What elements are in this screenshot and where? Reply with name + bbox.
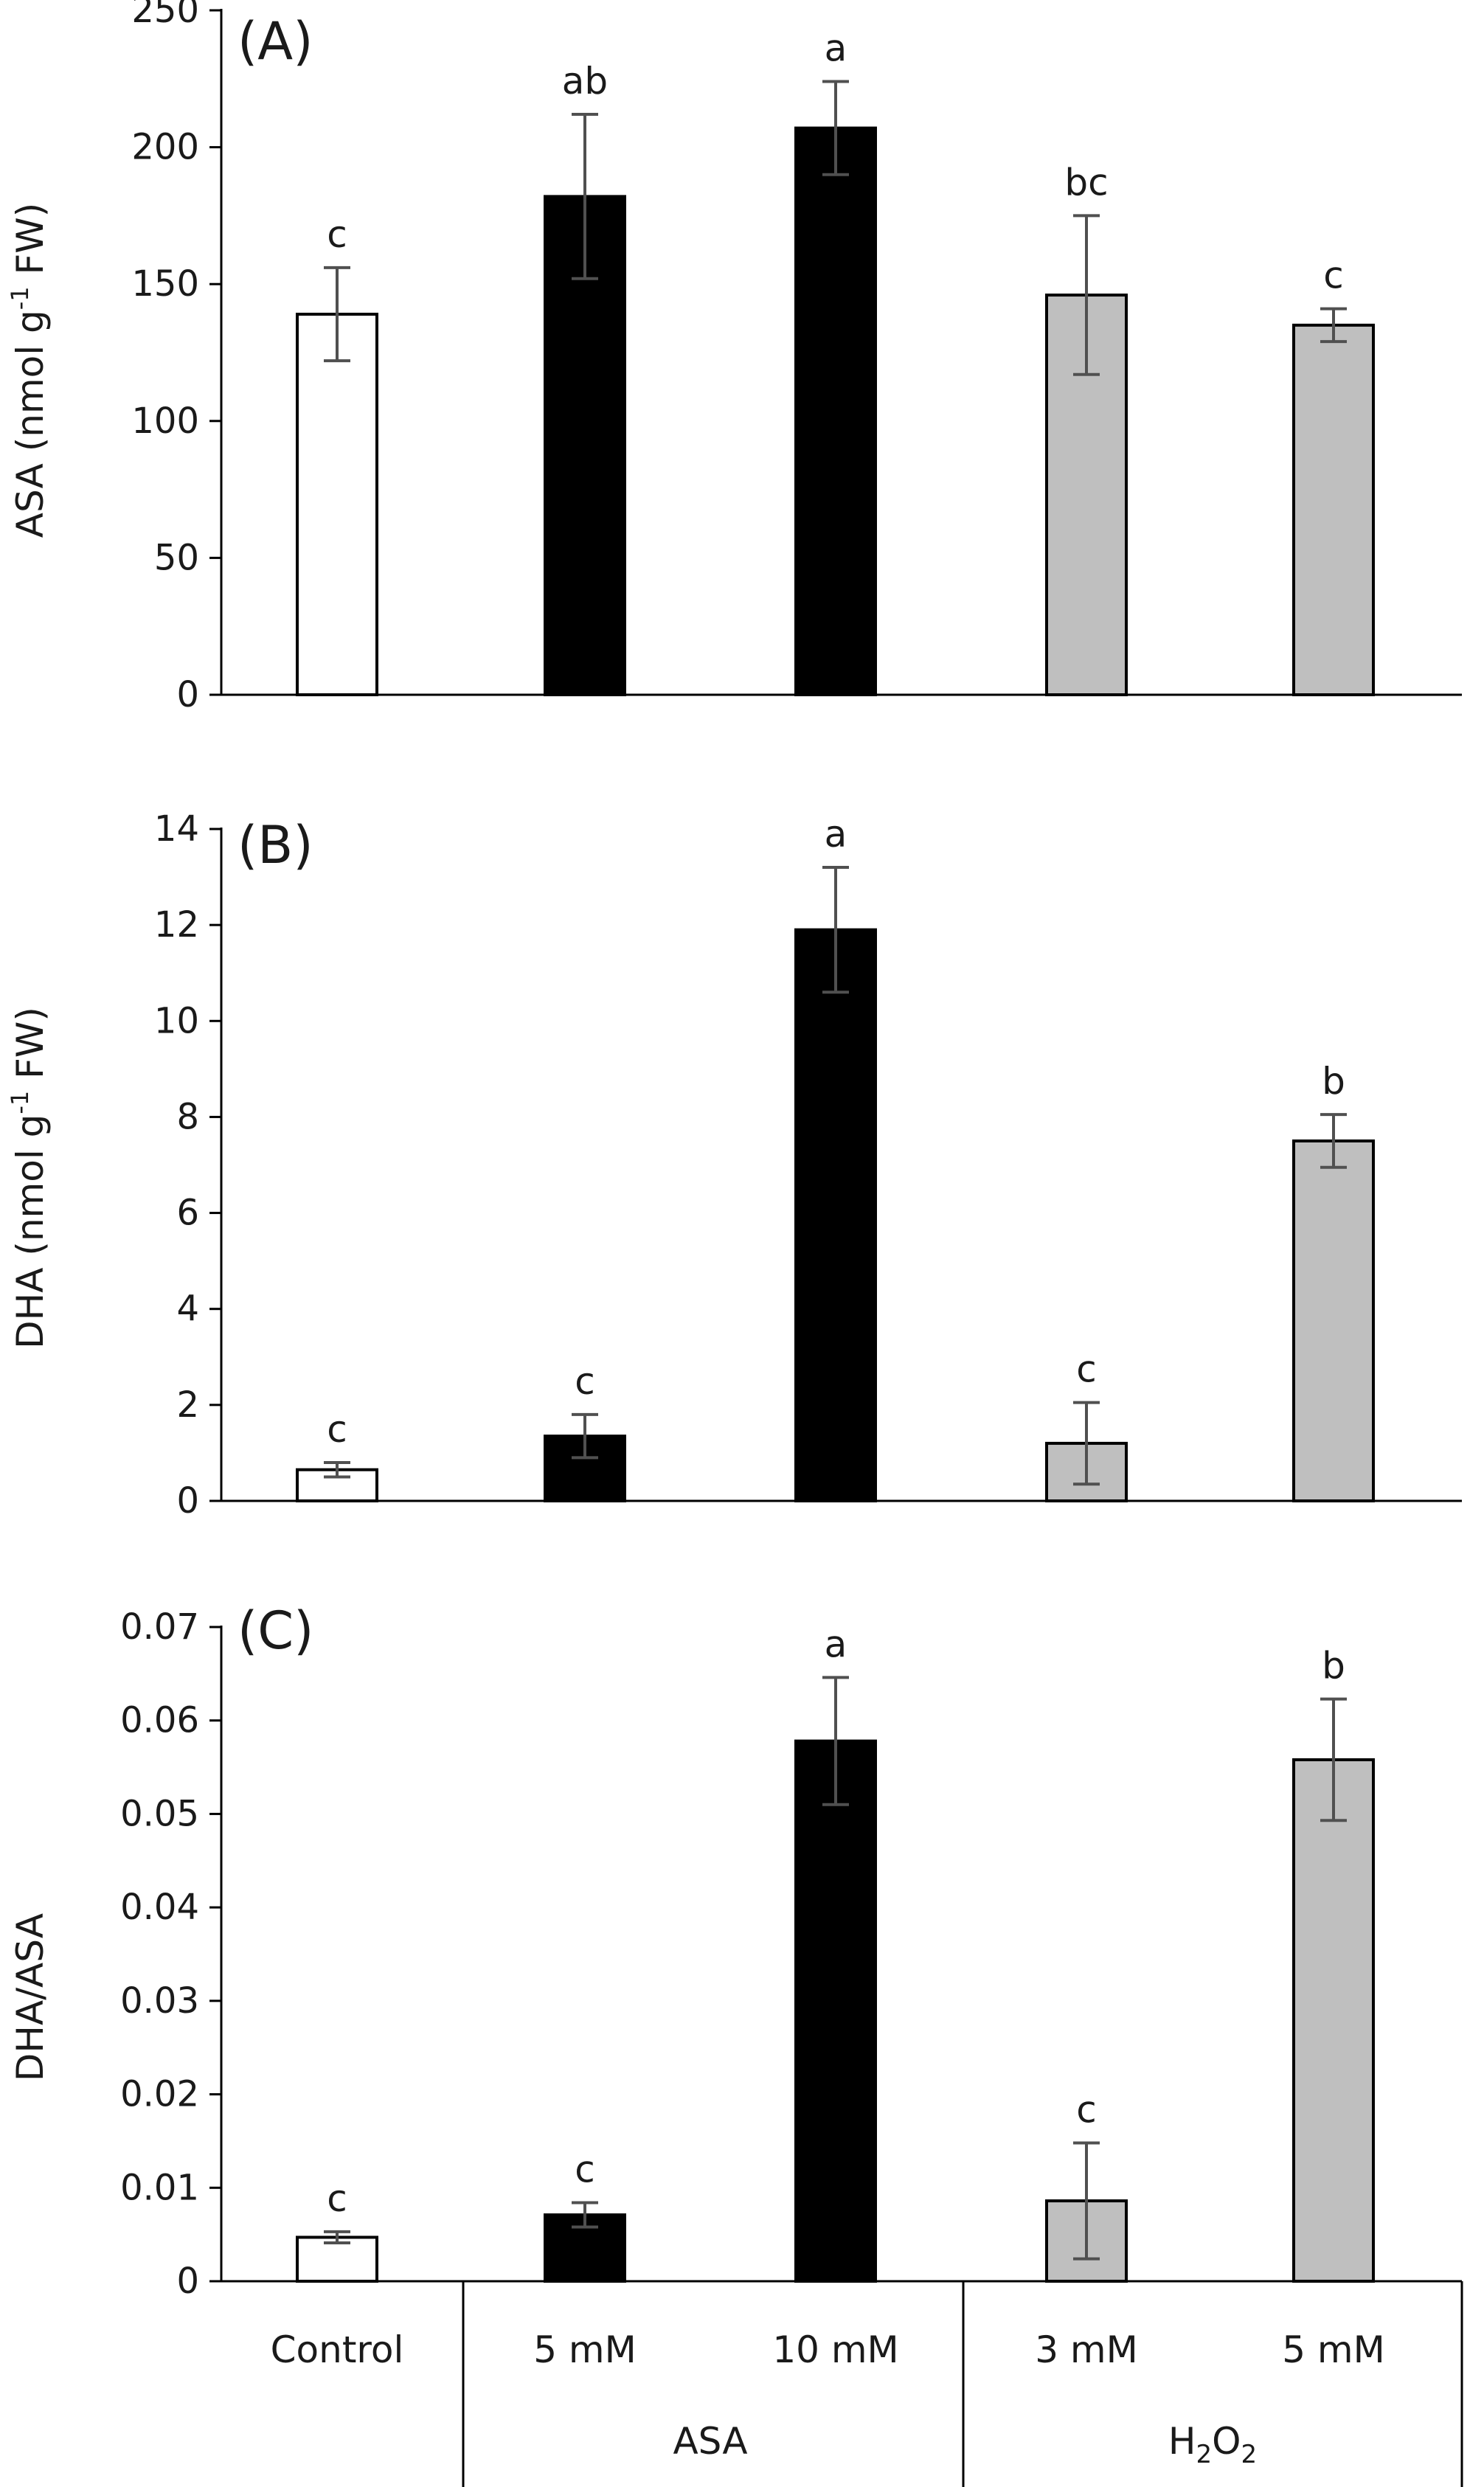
panel-c-significance-letter: c <box>575 2148 595 2191</box>
panel-c-y-tick-label: 0.04 <box>120 1887 199 1928</box>
category-label-asa-5mm: 5 mM <box>533 2328 637 2371</box>
x-axis-table: Control 5 mM 10 mM 3 mM 5 mM ASA H2O2 <box>271 2281 1463 2487</box>
panel-c-y-tick-label: 0.02 <box>120 2074 199 2115</box>
panel-a-plot: 0 50 100 150 200 250 c ab a bc c <box>131 0 1462 715</box>
panel-b-y-tick-label: 8 <box>176 1096 199 1137</box>
panel-b-error-bar <box>324 1460 350 1479</box>
panel-c-significance-letter: c <box>1076 2088 1097 2131</box>
panel-c-error-bar <box>1073 2141 1100 2261</box>
panel-a-y-tick-label: 0 <box>176 674 199 715</box>
group-label-asa: ASA <box>673 2420 747 2463</box>
panel-c-error-bar <box>324 2230 350 2245</box>
panel-c-y-tick-label: 0.07 <box>120 1606 199 1648</box>
panel-b-y-tick-label: 14 <box>154 808 199 850</box>
panel-b-significance-letter: c <box>575 1360 595 1403</box>
panel-b-label: (B) <box>237 815 313 875</box>
panel-b-error-bar <box>1320 1113 1347 1169</box>
panel-c-plot: 0 0.01 0.02 0.03 0.04 0.05 0.06 0.07 c c a c b <box>120 1606 1462 2302</box>
panel-a-y-tick-label: 250 <box>131 0 199 31</box>
category-label-h2o2-5mm: 5 mM <box>1282 2328 1385 2371</box>
panel-b-error-bar <box>1073 1401 1100 1486</box>
panel-c-y-tick-label: 0.06 <box>120 1700 199 1741</box>
panel-c-y-tick-label: 0.03 <box>120 1980 199 2022</box>
panel-b-significance-letter: c <box>1076 1348 1097 1391</box>
panel-c-error-bar <box>822 1676 849 1806</box>
panel-b-plot: 0 2 4 6 8 10 12 14 c c a c b <box>154 808 1462 1522</box>
category-label-h2o2-3mm: 3 mM <box>1035 2328 1138 2371</box>
panel-a-y-tick-label: 150 <box>131 263 199 305</box>
panel-c-y-tick-label: 0.05 <box>120 1793 199 1834</box>
panel-a-error-bar <box>324 266 350 363</box>
panel-a-bar <box>296 313 378 697</box>
panel-a-error-bar <box>1073 214 1100 376</box>
panel-a-error-bar <box>572 113 598 280</box>
panel-a-bar <box>1292 323 1375 696</box>
panel-c-bar <box>1292 1758 1375 2283</box>
panel-b-y-tick-label: 6 <box>176 1193 199 1234</box>
category-label-control: Control <box>271 2328 404 2371</box>
panel-b-significance-letter: b <box>1322 1060 1345 1103</box>
panel-c-y-tick-label: 0 <box>176 2261 199 2302</box>
panel-a-error-bar <box>1320 307 1347 344</box>
panel-a-bar <box>794 126 877 696</box>
panel-b-error-bar <box>572 1412 598 1460</box>
panel-b-y-tick-label: 2 <box>176 1384 199 1426</box>
panel-c-label: (C) <box>237 1600 314 1661</box>
panel-b-significance-letter: c <box>327 1408 347 1451</box>
panel-c-y-tick-label: 0.01 <box>120 2167 199 2208</box>
panel-c-bar <box>794 1739 877 2283</box>
panel-a-label: (A) <box>237 11 313 72</box>
panel-b-bar <box>794 928 877 1502</box>
category-label-asa-10mm: 10 mM <box>772 2328 898 2371</box>
panel-c: (C) DHA/ASA 0 0.01 0.02 0.03 0.04 0.05 0.06 0.0… <box>9 1600 1462 2302</box>
panel-a-y-tick-label: 200 <box>131 127 199 168</box>
group-label-h2o2: H2O2 <box>1168 2420 1257 2469</box>
panel-b-error-bar <box>822 866 849 994</box>
panel-c-significance-letter: b <box>1322 1645 1345 1688</box>
panel-a-significance-letter: ab <box>562 60 608 103</box>
panel-a-ylabel: ASA (nmol g-1 FW) <box>6 203 52 538</box>
panel-a-y-tick-label: 50 <box>154 537 199 578</box>
panel-b-ylabel: DHA (nmol g-1 FW) <box>6 1007 52 1349</box>
panel-b-y-tick-label: 0 <box>176 1480 199 1522</box>
panel-b-y-tick-label: 12 <box>154 904 199 946</box>
panel-a: (A) ASA (nmol g-1 FW) 050100150200250cab… <box>6 0 1462 715</box>
panel-a-error-bar <box>822 80 849 176</box>
panel-b-significance-letter: a <box>825 813 847 856</box>
panel-a-y-tick-label: 100 <box>131 400 199 442</box>
panel-a-significance-letter: bc <box>1064 161 1108 204</box>
panel-c-significance-letter: a <box>825 1623 847 1665</box>
panel-b: (B) DHA (nmol g-1 FW) 0 2 4 6 8 10 12 14 c c a c b <box>6 808 1462 1522</box>
panel-c-ylabel: DHA/ASA <box>9 1913 52 2081</box>
panel-b-y-tick-label: 10 <box>154 1000 199 1041</box>
panel-c-significance-letter: c <box>327 2177 347 2220</box>
panel-a-bar <box>1045 294 1128 697</box>
panel-a-significance-letter: c <box>1323 254 1344 297</box>
panel-b-bar <box>1292 1139 1375 1502</box>
panel-c-error-bar <box>572 2201 598 2229</box>
panel-b-y-tick-label: 4 <box>176 1288 199 1330</box>
panel-b-bar <box>544 1435 626 1502</box>
panel-a-significance-letter: a <box>825 27 847 70</box>
panel-a-significance-letter: c <box>327 213 347 256</box>
panel-c-error-bar <box>1320 1697 1347 1822</box>
